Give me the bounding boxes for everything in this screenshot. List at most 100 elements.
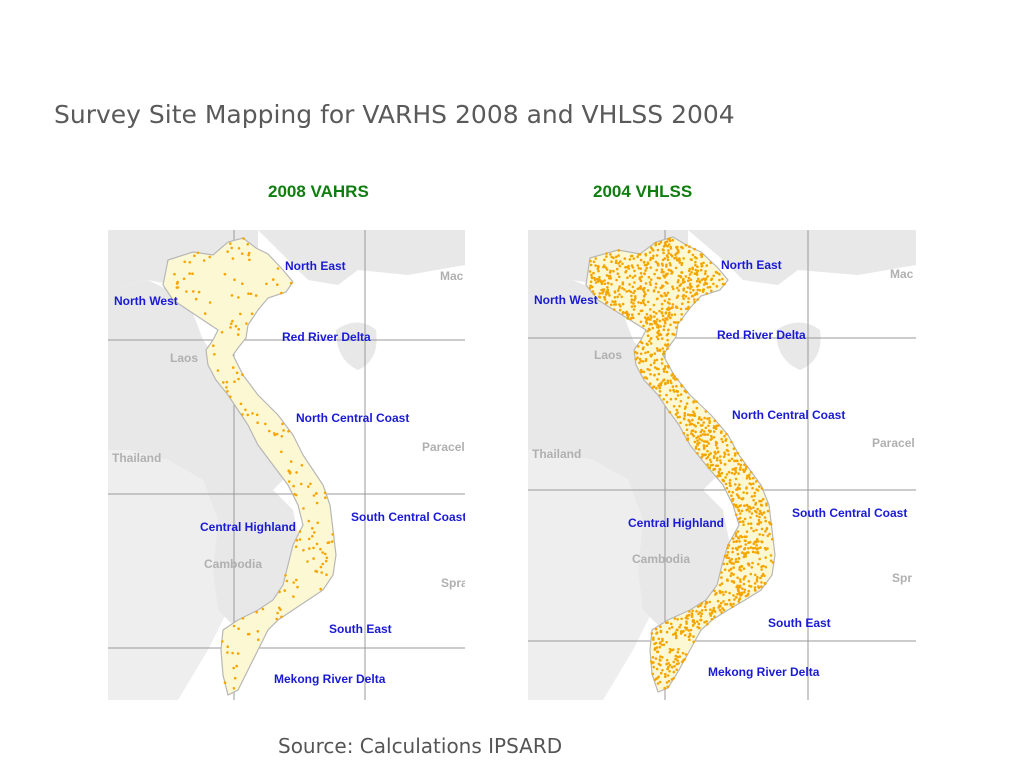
survey-site-dot xyxy=(682,432,686,435)
survey-site-dot xyxy=(667,243,671,246)
survey-site-dot xyxy=(654,627,658,631)
survey-site-dot xyxy=(701,453,704,456)
source-note: Source: Calculations IPSARD xyxy=(278,734,563,758)
survey-site-dot xyxy=(699,434,702,437)
survey-site-dot xyxy=(771,561,775,564)
survey-site-dot xyxy=(667,308,670,311)
survey-site-dot xyxy=(719,601,723,605)
survey-site-dot xyxy=(712,455,716,458)
survey-site-dot xyxy=(230,294,234,297)
survey-site-dot xyxy=(307,519,311,523)
survey-site-dot xyxy=(681,651,685,655)
survey-site-dot xyxy=(307,485,310,488)
survey-site-dot xyxy=(229,242,232,245)
survey-site-dot xyxy=(725,602,729,606)
survey-site-dot xyxy=(748,584,751,588)
survey-site-dot xyxy=(718,604,721,607)
survey-site-dot xyxy=(709,460,713,464)
survey-site-dot xyxy=(589,284,592,288)
survey-site-dot xyxy=(740,458,743,462)
survey-site-dot xyxy=(705,600,708,604)
survey-site-dot xyxy=(197,290,201,294)
survey-site-dot xyxy=(655,387,658,390)
survey-site-dot xyxy=(597,278,601,281)
survey-site-dot xyxy=(630,305,634,308)
survey-site-dot xyxy=(720,611,723,614)
survey-site-dot xyxy=(741,468,745,472)
survey-site-dot xyxy=(652,361,656,365)
survey-site-dot xyxy=(666,258,670,262)
survey-site-dot xyxy=(708,430,712,434)
survey-site-dot xyxy=(655,254,659,257)
survey-site-dot xyxy=(750,512,754,515)
survey-site-dot xyxy=(655,667,659,671)
survey-site-dot xyxy=(666,621,669,624)
survey-site-dot xyxy=(226,651,229,654)
survey-site-dot xyxy=(685,620,688,623)
survey-site-dot xyxy=(718,608,722,612)
survey-site-dot xyxy=(653,642,656,646)
survey-site-dot xyxy=(693,247,696,251)
survey-site-dot xyxy=(276,283,279,286)
survey-site-dot xyxy=(242,237,245,240)
survey-site-dot xyxy=(692,434,695,438)
survey-site-dot xyxy=(654,260,658,264)
survey-site-dot xyxy=(646,334,650,337)
survey-site-dot xyxy=(589,263,593,267)
survey-site-dot xyxy=(713,610,717,613)
survey-site-dot xyxy=(688,632,692,636)
survey-site-dot xyxy=(313,531,316,534)
label-north-west: North West xyxy=(114,294,178,308)
survey-site-dot xyxy=(665,265,668,268)
survey-site-dot xyxy=(616,272,620,275)
survey-site-dot xyxy=(324,559,328,563)
survey-site-dot xyxy=(716,456,719,460)
survey-site-dot xyxy=(598,295,601,298)
survey-site-dot xyxy=(659,240,663,244)
survey-site-dot xyxy=(738,483,741,486)
survey-site-dot xyxy=(644,269,647,272)
survey-site-dot xyxy=(724,482,728,486)
survey-site-dot xyxy=(751,547,755,550)
survey-site-dot xyxy=(687,635,691,638)
survey-site-dot xyxy=(754,551,757,554)
survey-site-dot xyxy=(690,614,694,617)
survey-site-dot xyxy=(254,294,258,297)
survey-site-dot xyxy=(232,666,235,670)
survey-site-dot xyxy=(737,557,741,560)
survey-site-dot xyxy=(738,592,742,596)
survey-site-dot xyxy=(598,276,601,279)
survey-site-dot xyxy=(298,538,302,541)
survey-site-dot xyxy=(289,281,293,285)
survey-site-dot xyxy=(639,271,643,275)
survey-site-dot xyxy=(690,432,693,435)
survey-site-dot xyxy=(676,321,679,324)
survey-site-dot xyxy=(716,451,720,454)
survey-site-dot xyxy=(681,281,685,284)
survey-site-dot xyxy=(699,615,703,618)
survey-site-dot xyxy=(256,421,259,424)
survey-site-dot xyxy=(213,353,216,356)
survey-site-dot xyxy=(716,446,719,450)
survey-site-dot xyxy=(670,625,674,629)
survey-site-dot xyxy=(309,482,312,486)
survey-site-dot xyxy=(239,402,243,406)
survey-site-dot xyxy=(762,511,766,514)
survey-site-dot xyxy=(686,438,689,442)
survey-site-dot xyxy=(324,496,327,500)
label-macau: Mac xyxy=(890,267,914,281)
label-paracel: Paracel xyxy=(872,436,915,450)
survey-site-dot xyxy=(684,275,688,278)
survey-site-dot xyxy=(668,239,672,243)
survey-site-dot xyxy=(677,289,680,292)
survey-site-dot xyxy=(656,318,659,321)
survey-site-dot xyxy=(676,259,679,262)
survey-site-dot xyxy=(247,253,250,257)
survey-site-dot xyxy=(742,523,745,526)
survey-site-dot xyxy=(676,628,679,632)
survey-site-dot xyxy=(741,587,744,590)
survey-site-dot xyxy=(666,255,669,259)
survey-site-dot xyxy=(722,593,725,596)
survey-site-dot xyxy=(734,469,737,472)
survey-site-dot xyxy=(183,260,186,264)
